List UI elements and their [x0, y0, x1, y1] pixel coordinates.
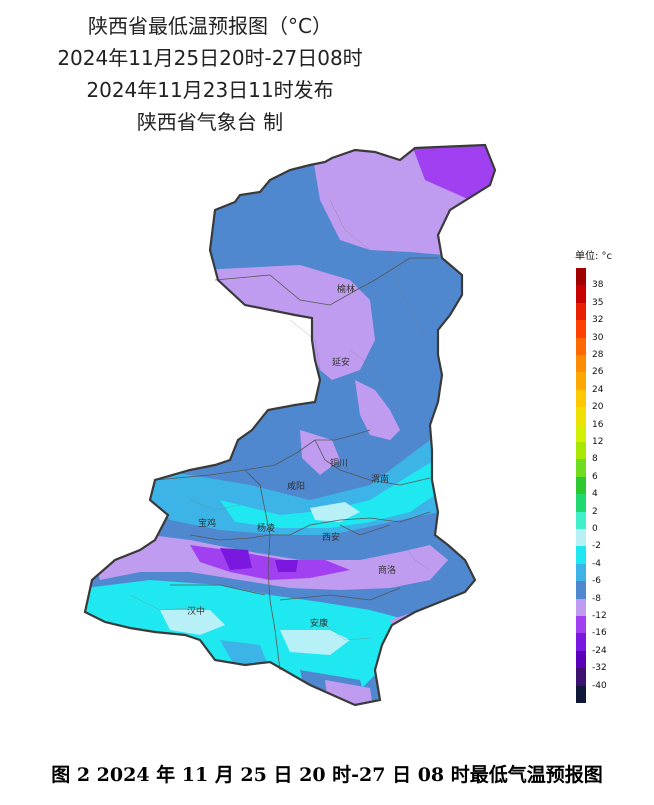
temperature-fill-layer: [85, 145, 495, 705]
legend-swatch: [576, 581, 586, 599]
city-label-shangluo: 商洛: [378, 564, 396, 576]
city-label-ankang: 安康: [310, 617, 328, 629]
city-label-baoji: 宝鸡: [198, 517, 216, 529]
legend-tick-label: 8: [592, 454, 598, 465]
legend-tick-label: 12: [592, 437, 604, 447]
legend-tick-label: 4: [592, 489, 598, 500]
legend-swatch: [576, 511, 586, 529]
legend-tick-label: -8: [592, 593, 601, 604]
city-label-tongchuan: 铜川: [330, 457, 348, 469]
legend-swatch: [576, 459, 586, 477]
legend-tick-label: -12: [592, 611, 607, 621]
legend-unit: 单位: °c: [575, 251, 613, 262]
legend-swatch: [576, 598, 586, 616]
legend-tick-label: -6: [592, 576, 601, 587]
legend-tick-label: 32: [592, 315, 604, 326]
legend-swatch: [576, 424, 586, 442]
legend-swatch: [576, 389, 586, 408]
legend-swatch: [576, 372, 586, 390]
legend-swatch: [576, 685, 586, 703]
city-label-yangling: 杨凌: [257, 522, 275, 534]
legend-swatch: [576, 668, 586, 686]
temperature-map: 榆林 延安 铜川 渭南 咸阳 宝鸡 杨凌 西安 商洛 汉中 安康: [83, 143, 497, 707]
city-label-xianyang: 咸阳: [287, 480, 305, 492]
legend-tick-label: 16: [592, 419, 604, 430]
legend-swatch: [576, 320, 586, 338]
legend-swatch: [576, 407, 586, 425]
figure-caption: 图 2 2024 年 11 月 25 日 20 时-27 日 08 时最低气温预…: [51, 764, 603, 786]
legend-tick-label: 28: [592, 350, 604, 360]
legend-tick-label: 20: [592, 402, 604, 413]
legend-tick-label: 2: [592, 506, 598, 517]
legend-swatch: [576, 302, 586, 321]
legend-swatch: [576, 337, 586, 355]
legend-tick-label: 0: [592, 524, 598, 534]
legend-swatch: [576, 268, 586, 286]
legend-swatch: [576, 546, 586, 564]
legend-swatch: [576, 563, 586, 582]
legend-swatch: [576, 355, 586, 373]
legend-swatch: [576, 442, 586, 460]
legend-tick-label: -16: [592, 628, 607, 639]
legend-swatch: [576, 633, 586, 651]
city-label-hanzhong: 汉中: [187, 605, 205, 617]
legend-swatch: [576, 529, 586, 547]
map-title: 陕西省最低温预报图（°C）: [88, 14, 332, 38]
issue-time: 2024年11月23日11时发布: [86, 78, 334, 102]
city-label-xian: 西安: [322, 531, 340, 543]
legend-swatch: [576, 650, 586, 669]
map-title-block: 陕西省最低温预报图（°C） 2024年11月25日20时-27日08时 2024…: [0, 10, 420, 138]
legend-tick-label: 6: [592, 471, 598, 482]
legend-tick-label: 38: [592, 280, 604, 291]
legend-tick-label: -4: [592, 558, 601, 569]
legend-tick-label: 24: [592, 384, 604, 395]
legend-tick-label: -24: [592, 645, 607, 656]
city-label-yulin: 榆林: [337, 283, 355, 295]
prefecture-boundaries: [154, 257, 438, 671]
legend-tick-label: 26: [592, 367, 604, 378]
legend-tick-label: 30: [592, 332, 604, 343]
legend-swatch: [576, 285, 586, 303]
legend-swatch: [576, 494, 586, 512]
color-legend: [576, 268, 586, 703]
legend-swatch: [576, 616, 586, 634]
forecast-period: 2024年11月25日20时-27日08时: [57, 46, 363, 70]
legend-tick-label: -40: [592, 680, 607, 691]
legend-tick-label: -2: [592, 541, 601, 552]
legend-swatch: [576, 476, 586, 495]
county-boundaries: [129, 199, 431, 641]
issuer: 陕西省气象台 制: [136, 110, 284, 134]
legend-tick-label: -32: [592, 663, 607, 674]
legend-tick-label: 35: [592, 297, 604, 308]
city-label-yanan: 延安: [332, 356, 350, 368]
city-label-weinan: 渭南: [371, 473, 389, 485]
